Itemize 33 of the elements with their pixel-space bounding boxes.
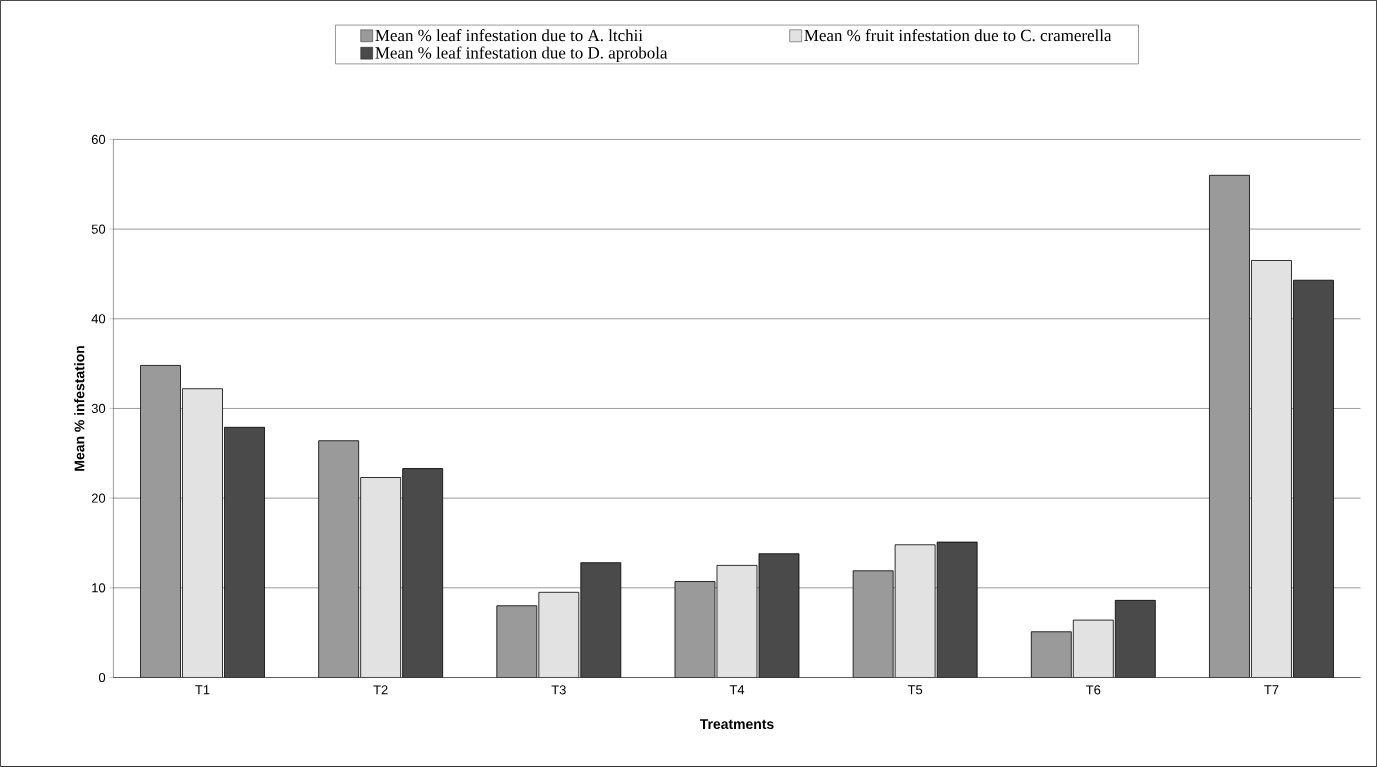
x-tick-label: T1 (195, 685, 210, 695)
legend-label: Mean % leaf infestation due to A. ltchii (375, 29, 643, 42)
bar (1209, 174, 1250, 678)
bar (224, 426, 265, 678)
bar (674, 581, 716, 678)
y-tick-label: 20 (91, 493, 106, 503)
y-axis-title: Mean % infestation (74, 346, 85, 471)
bar (852, 570, 894, 678)
x-tick-label: T7 (1264, 685, 1279, 695)
x-axis-title: Treatments (699, 719, 774, 730)
bar (318, 440, 360, 678)
x-tick-label: T5 (907, 685, 923, 695)
legend-label: Mean % fruit infestation due to C. cramerella (804, 29, 1112, 42)
y-tick-label: 40 (91, 314, 106, 324)
x-tick-label: T2 (373, 685, 388, 695)
legend-label: Mean % leaf infestation due to D. aprobola (375, 46, 668, 63)
bar (1030, 631, 1072, 678)
y-tick-label: 50 (91, 224, 106, 234)
bar (758, 553, 800, 678)
y-tick-label: 60 (91, 134, 106, 145)
bar (936, 541, 978, 678)
x-tick-label: T4 (729, 685, 745, 695)
x-tick-label: T3 (551, 685, 566, 695)
bar (1114, 600, 1156, 678)
y-tick-label: 10 (92, 583, 106, 593)
bar (402, 468, 444, 678)
y-tick-label: 30 (91, 403, 106, 414)
x-tick-label: T6 (1086, 685, 1101, 695)
y-tick-label: 0 (98, 672, 106, 683)
bar (496, 605, 538, 678)
bar (580, 562, 622, 678)
bar (140, 365, 181, 678)
bar (1293, 279, 1334, 678)
